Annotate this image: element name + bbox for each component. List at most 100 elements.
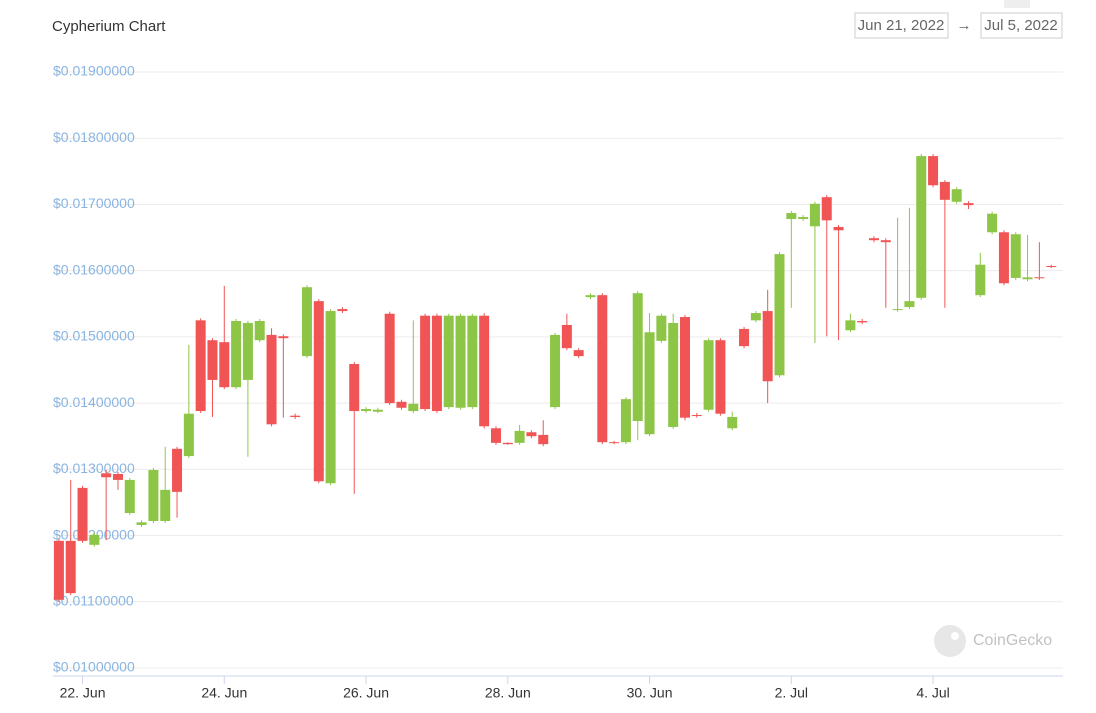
chart-title: Cypherium Chart <box>52 18 166 35</box>
candle-body <box>620 399 631 443</box>
candle-body <box>301 287 312 357</box>
candle-body <box>538 434 549 445</box>
candle-body <box>928 156 939 186</box>
candle-body <box>479 315 490 427</box>
candle-body <box>53 540 64 600</box>
y-tick-label: $0.01000000 <box>53 659 135 675</box>
toolbar-stub <box>1004 0 1030 8</box>
candle-body <box>136 522 147 525</box>
candle-body <box>431 315 442 412</box>
date-separator: → <box>957 17 972 34</box>
candle-body <box>124 479 135 514</box>
candle-body <box>632 293 643 421</box>
candle-body <box>467 315 478 408</box>
candle-body <box>89 534 100 545</box>
candle-body <box>65 540 76 594</box>
y-tick-label: $0.01500000 <box>53 328 135 344</box>
candle-body <box>573 350 584 357</box>
candle-body <box>892 309 903 311</box>
candle-body <box>644 332 655 435</box>
x-tick-label: 24. Jun <box>201 685 247 701</box>
candle-body <box>809 203 820 227</box>
candle-body <box>762 311 773 382</box>
y-tick-label: $0.01800000 <box>53 129 135 145</box>
candle-body <box>951 189 962 202</box>
candle-body <box>609 442 620 444</box>
y-tick-label: $0.01300000 <box>53 460 135 476</box>
candle-body <box>160 489 171 521</box>
candle-body <box>112 473 123 480</box>
candle-body <box>798 217 809 220</box>
candle-body <box>1046 266 1057 268</box>
candle-body <box>231 320 242 388</box>
candle-body <box>821 197 832 221</box>
candle-body <box>963 203 974 206</box>
x-tick-label: 4. Jul <box>916 685 949 701</box>
y-tick-label: $0.01700000 <box>53 195 135 211</box>
candle-body <box>172 448 183 492</box>
candle-body <box>242 322 253 380</box>
candle-body <box>679 317 690 418</box>
candle-body <box>939 181 950 200</box>
watermark: CoinGecko <box>934 625 1052 657</box>
x-tick-label: 30. Jun <box>627 685 673 701</box>
candle-body <box>739 328 750 347</box>
candle-body <box>290 415 301 418</box>
candle-body <box>195 320 206 412</box>
candle-body <box>77 487 88 541</box>
y-tick-label: $0.01400000 <box>53 394 135 410</box>
candle-body <box>254 320 265 341</box>
candle-body <box>998 232 1009 284</box>
candle-body <box>526 432 537 437</box>
candle-body <box>561 324 572 349</box>
candle-body <box>550 334 561 408</box>
candle-body <box>656 315 667 341</box>
candle-body <box>727 417 738 429</box>
candle-body <box>408 403 419 412</box>
candle-body <box>502 442 513 445</box>
candle-body <box>219 342 230 388</box>
candle-body <box>420 315 431 410</box>
date-from-box[interactable] <box>854 12 949 39</box>
y-tick-label: $0.01100000 <box>53 592 134 608</box>
candle-body <box>1034 277 1045 279</box>
candle-body <box>774 254 785 376</box>
candle-body <box>455 315 466 408</box>
candle-body <box>490 428 501 443</box>
candle-body <box>443 315 454 408</box>
x-tick-label: 26. Jun <box>343 685 389 701</box>
candle-body <box>857 320 868 323</box>
candle-body <box>715 340 726 414</box>
candle-body <box>183 413 194 457</box>
candle-body <box>514 430 525 443</box>
candle-body <box>703 340 714 410</box>
candle-body <box>916 156 927 298</box>
candle-body <box>987 213 998 233</box>
date-to-box[interactable] <box>980 12 1063 39</box>
candle-body <box>325 311 336 484</box>
candle-body <box>585 295 596 298</box>
candle-body <box>691 415 702 417</box>
candle-body <box>833 226 844 231</box>
x-tick-label: 2. Jul <box>775 685 808 701</box>
candle-body <box>278 336 289 339</box>
date-to[interactable]: Jul 5, 2022 <box>984 17 1057 34</box>
watermark-text: CoinGecko <box>973 632 1052 649</box>
candle-body <box>349 364 360 412</box>
candle-body <box>207 340 218 380</box>
candle-body <box>313 301 324 482</box>
candle-body <box>266 334 277 425</box>
candle-body <box>361 409 372 412</box>
y-tick-label: $0.01600000 <box>53 261 135 277</box>
candle-body <box>396 401 407 408</box>
candle-body <box>1010 234 1021 278</box>
candle-body <box>975 264 986 296</box>
date-from[interactable]: Jun 21, 2022 <box>858 17 945 34</box>
watermark-logo-eye <box>951 632 959 640</box>
watermark-logo <box>934 625 966 657</box>
candle-body <box>904 301 915 308</box>
x-tick-label: 28. Jun <box>485 685 531 701</box>
candle-body <box>868 238 879 241</box>
candle-body <box>597 295 608 443</box>
